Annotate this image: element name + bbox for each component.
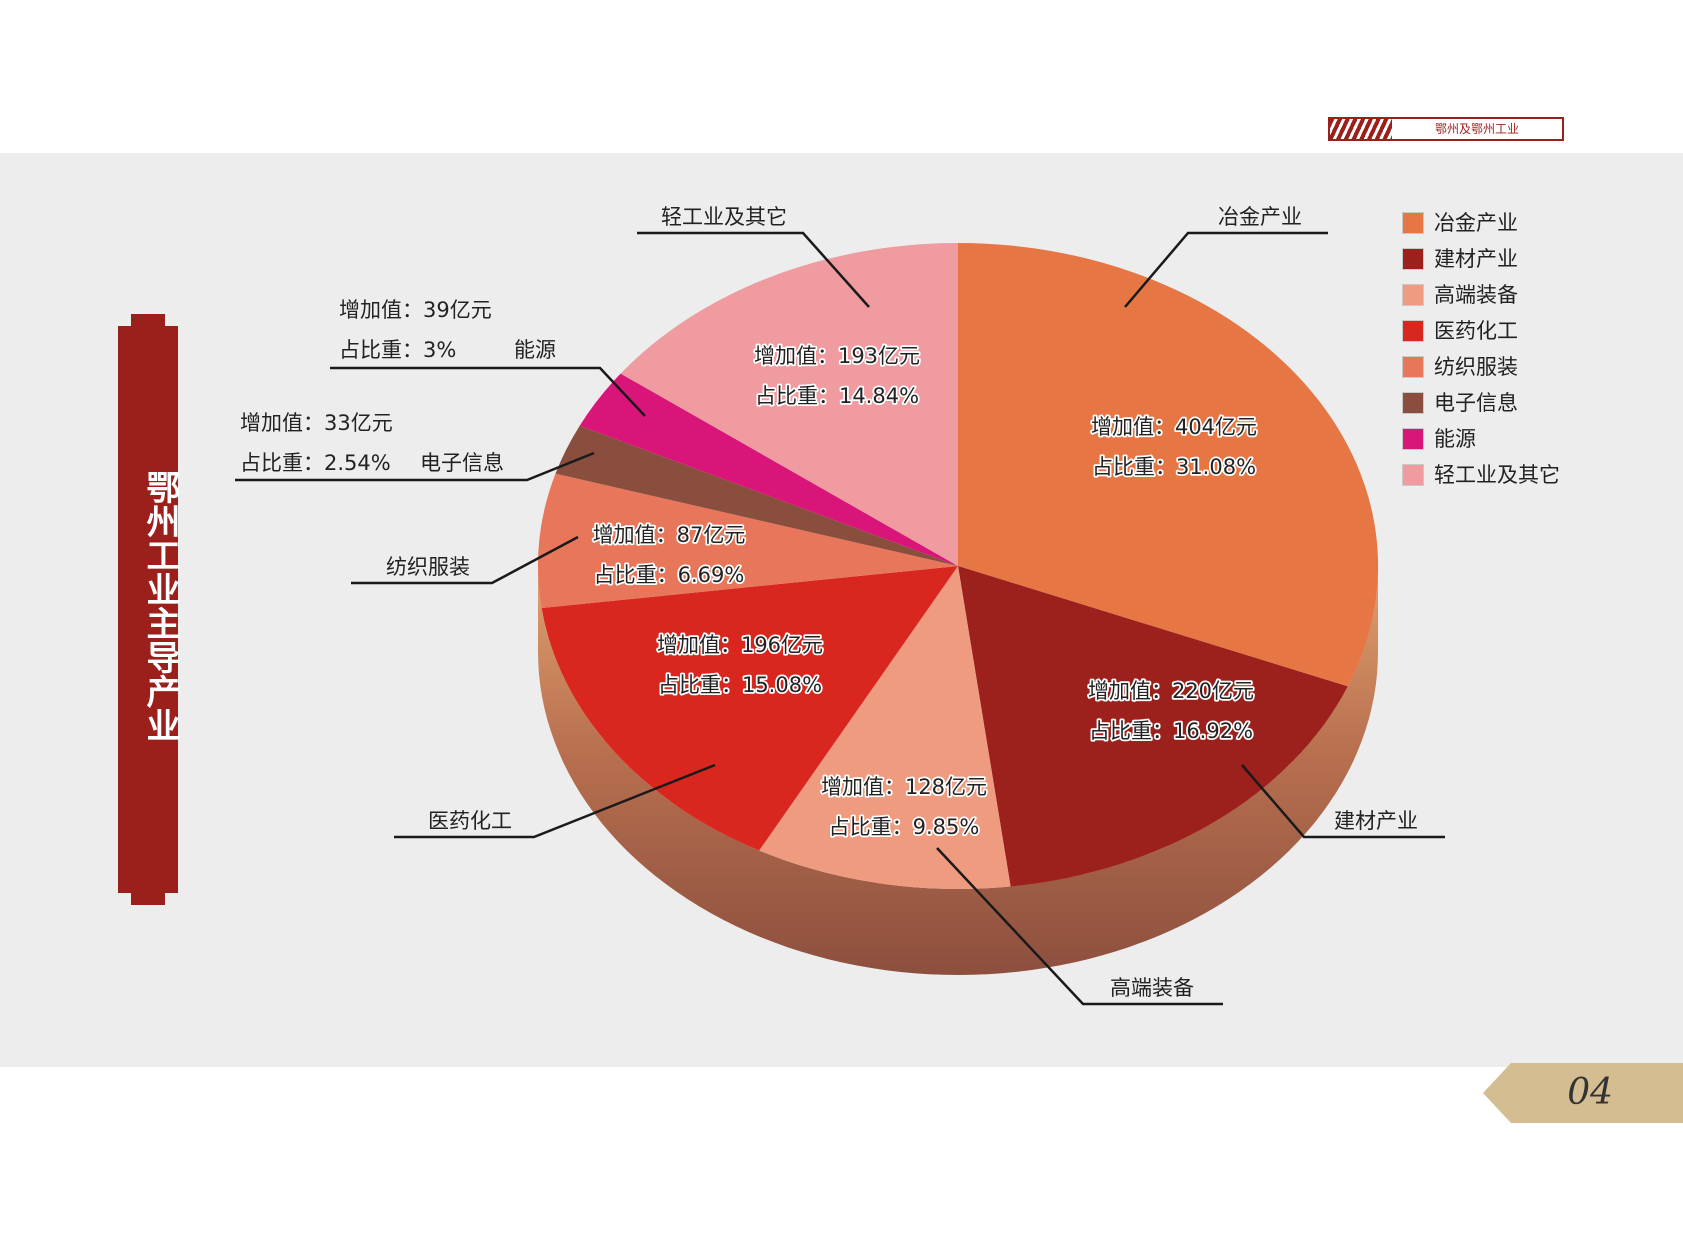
leader-line: [351, 535, 579, 585]
leader-line: [1124, 231, 1328, 308]
pie-slice: [579, 373, 958, 566]
category-label: 纺织服装: [386, 555, 470, 579]
category-label: 医药化工: [428, 809, 512, 833]
pie-slice: [555, 425, 958, 566]
page-number-tag: [1483, 1063, 1683, 1123]
value-label: 增加值：193亿元: [754, 344, 920, 368]
legend-swatch: [1402, 284, 1424, 306]
pie-3d-side: [538, 566, 1378, 975]
legend-label: 医药化工: [1434, 319, 1518, 343]
legend-label: 冶金产业: [1434, 211, 1518, 235]
legend-swatch: [1402, 428, 1424, 450]
value-label: 增加值：128亿元: [821, 775, 987, 799]
pie-slice: [620, 242, 958, 566]
legend-swatch: [1402, 356, 1424, 378]
value-label: 增加值：39亿元: [339, 298, 492, 322]
pie-slice: [759, 566, 1011, 890]
section-tab: 鄂州及鄂州工业: [1328, 117, 1564, 141]
leader-line: [235, 451, 595, 482]
share-label: 占比重：16.92%: [1089, 719, 1253, 743]
legend-label: 纺织服装: [1434, 355, 1518, 379]
value-label: 增加值：196亿元: [657, 633, 823, 657]
page-number: 04: [1567, 1072, 1613, 1113]
share-label: 占比重：6.69%: [594, 563, 745, 587]
pie-slice: [538, 473, 958, 608]
legend-swatch: [1402, 212, 1424, 234]
legend-label: 建材产业: [1434, 247, 1518, 271]
leader-line: [330, 366, 646, 417]
banner-bottom-cap: [131, 887, 165, 905]
share-label: 占比重：31.08%: [1092, 455, 1256, 479]
legend-swatch: [1402, 320, 1424, 342]
legend-label: 能源: [1434, 427, 1476, 451]
leader-line: [1241, 764, 1445, 839]
leader-line: [936, 847, 1223, 1006]
value-label: 增加值：33亿元: [240, 411, 393, 435]
leader-line: [637, 231, 870, 308]
category-label: 高端装备: [1110, 976, 1194, 1000]
value-label: 增加值：87亿元: [593, 523, 746, 547]
category-label: 轻工业及其它: [661, 205, 787, 229]
share-label: 占比重：3%: [339, 338, 456, 362]
category-label: 建材产业: [1334, 809, 1418, 833]
category-label: 电子信息: [420, 451, 504, 475]
category-label: 能源: [514, 338, 556, 362]
pie-slice: [958, 243, 1379, 687]
leader-line: [394, 763, 716, 839]
share-label: 占比重：9.85%: [829, 815, 980, 839]
legend-label: 高端装备: [1434, 283, 1518, 307]
share-label: 占比重：14.84%: [755, 384, 919, 408]
section-tab-label: 鄂州及鄂州工业: [1434, 122, 1519, 136]
stripe-ornament: [1330, 119, 1392, 139]
legend-swatch: [1402, 248, 1424, 270]
category-label: 冶金产业: [1218, 205, 1302, 229]
pie-slice: [958, 566, 1348, 887]
share-label: 占比重：2.54%: [240, 451, 391, 475]
value-label: 增加值：220亿元: [1088, 679, 1254, 703]
legend-swatch: [1402, 464, 1424, 486]
page-title: 鄂州工业主导产业: [140, 470, 180, 742]
title-banner: [118, 326, 178, 893]
pie-slice: [541, 566, 958, 851]
value-label: 增加值：404亿元: [1091, 415, 1257, 439]
legend-label: 轻工业及其它: [1434, 463, 1560, 487]
legend-swatch: [1402, 392, 1424, 414]
legend-label: 电子信息: [1434, 391, 1518, 415]
share-label: 占比重：15.08%: [658, 673, 822, 697]
